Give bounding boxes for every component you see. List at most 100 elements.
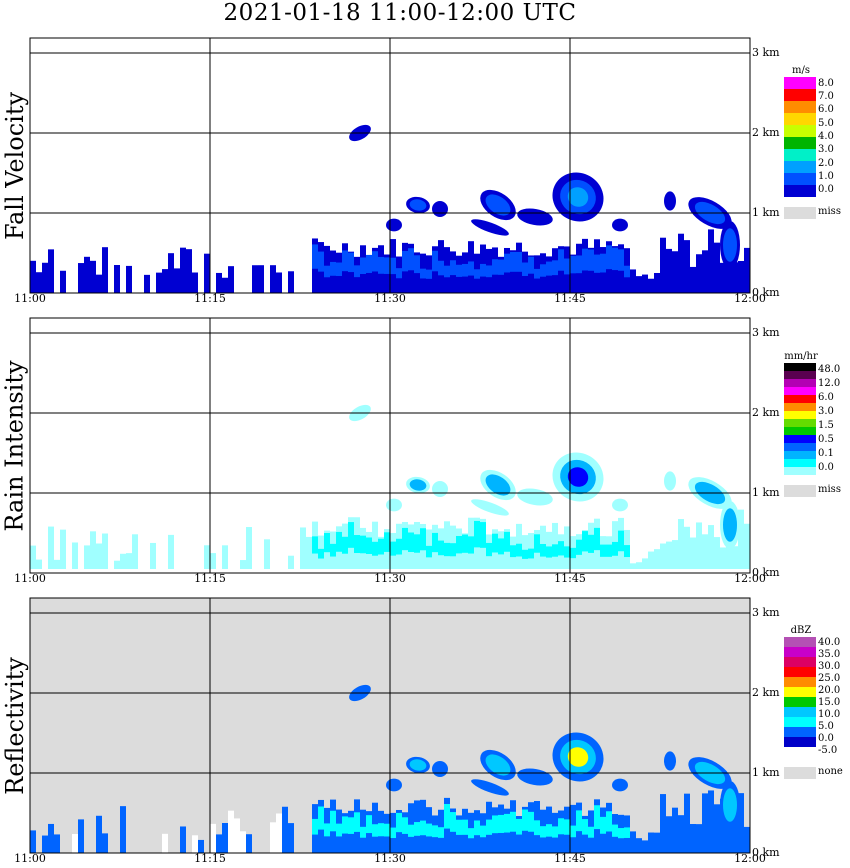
echo-cell — [723, 228, 737, 262]
echo-core — [510, 545, 516, 558]
echo-core — [324, 823, 330, 837]
panel-rain-intensity: Rain Intensity 11:00 11:15 11:30 11:45 12:00 0… — [0, 293, 850, 585]
echo-core — [426, 545, 432, 558]
echo-column — [708, 790, 714, 853]
echo-core — [462, 534, 468, 553]
y-tick-label: 1 km — [752, 766, 780, 779]
echo-column — [672, 540, 678, 569]
y-tick-label: 1 km — [752, 486, 780, 499]
echo-column — [234, 818, 240, 853]
echo-column — [192, 272, 198, 293]
legend-swatch — [784, 667, 816, 677]
y-tick-label: 2 km — [752, 126, 780, 139]
echo-core — [504, 813, 510, 833]
echo-column — [180, 247, 186, 293]
echo-column — [696, 254, 702, 293]
echo-column — [636, 276, 642, 293]
echo-core — [330, 543, 336, 557]
echo-core — [606, 245, 612, 270]
legend-swatch — [784, 379, 816, 387]
echo-column — [144, 274, 150, 293]
echo-column — [276, 272, 282, 293]
legend-label: 0.0 — [818, 462, 834, 473]
echo-core — [612, 541, 618, 556]
echo-column — [714, 242, 720, 293]
legend-swatch — [784, 657, 816, 667]
legend-swatch — [784, 747, 816, 757]
echo-column — [738, 509, 744, 569]
legend-label: 0.0 — [818, 184, 834, 196]
echo-column — [720, 798, 726, 853]
echo-core — [390, 257, 396, 275]
echo-column — [642, 840, 648, 853]
echo-core — [348, 522, 354, 548]
legend-swatch — [784, 113, 816, 125]
echo-column — [720, 547, 726, 569]
echo-column — [288, 555, 294, 569]
echo-core — [312, 244, 318, 269]
echo-core — [600, 253, 606, 273]
echo-column — [84, 256, 90, 293]
echo-column — [684, 526, 690, 569]
echo-column — [180, 826, 186, 853]
y-tick-label: 2 km — [752, 406, 780, 419]
echo-core — [570, 825, 576, 838]
echo-cell — [485, 194, 511, 216]
x-tick-label: 11:30 — [374, 292, 406, 305]
echo-core — [624, 265, 630, 278]
legend-swatch — [784, 443, 816, 451]
x-tick-label: 11:30 — [374, 572, 406, 585]
echo-core — [378, 538, 384, 555]
echo-cell — [471, 779, 509, 796]
echo-core — [606, 811, 612, 832]
legend-label: 8.0 — [818, 77, 834, 89]
echo-cell — [723, 788, 737, 822]
echo-core — [528, 256, 534, 274]
echo-core — [552, 826, 558, 838]
echo-cell — [664, 471, 676, 491]
echo-column — [702, 793, 708, 853]
legend-swatch — [784, 427, 816, 435]
legend-label: 12.0 — [818, 378, 841, 389]
legend-swatch — [784, 371, 816, 379]
echo-column — [102, 247, 108, 293]
echo-cell — [432, 481, 448, 497]
legend-swatch — [784, 435, 816, 443]
echo-cell — [612, 498, 628, 512]
echo-column — [54, 834, 60, 853]
echo-core — [330, 810, 336, 832]
echo-core — [504, 531, 510, 552]
echo-core — [558, 249, 564, 271]
echo-column — [636, 838, 642, 853]
echo-column — [276, 813, 282, 853]
echo-core — [534, 534, 540, 553]
echo-column — [744, 523, 750, 569]
echo-core — [618, 249, 624, 271]
echo-column — [96, 543, 102, 569]
echo-core — [456, 819, 462, 835]
echo-column — [690, 537, 696, 569]
echo-core — [378, 823, 384, 837]
echo-column — [654, 549, 660, 569]
echo-core — [420, 528, 426, 551]
echo-core — [474, 820, 480, 836]
echo-cell — [664, 191, 676, 211]
echo-core — [438, 540, 444, 556]
legend-swatch — [784, 727, 816, 737]
echo-column — [246, 834, 252, 853]
legend-unit: mm/hr — [784, 351, 818, 362]
echo-column — [48, 823, 54, 853]
echo-column — [288, 271, 294, 293]
chart-title: 2021-01-18 11:00-12:00 UTC — [223, 0, 577, 26]
echo-cell — [664, 751, 676, 771]
echo-column — [162, 269, 168, 293]
echo-core — [606, 544, 612, 557]
legend-swatch — [784, 101, 816, 113]
panel-title: Fall Velocity — [0, 41, 30, 291]
echo-column — [720, 262, 726, 293]
legend-unit: dBZ — [790, 625, 812, 636]
echo-column — [630, 269, 636, 293]
echo-column — [162, 833, 168, 853]
echo-core — [324, 265, 330, 278]
echo-column — [666, 541, 672, 569]
